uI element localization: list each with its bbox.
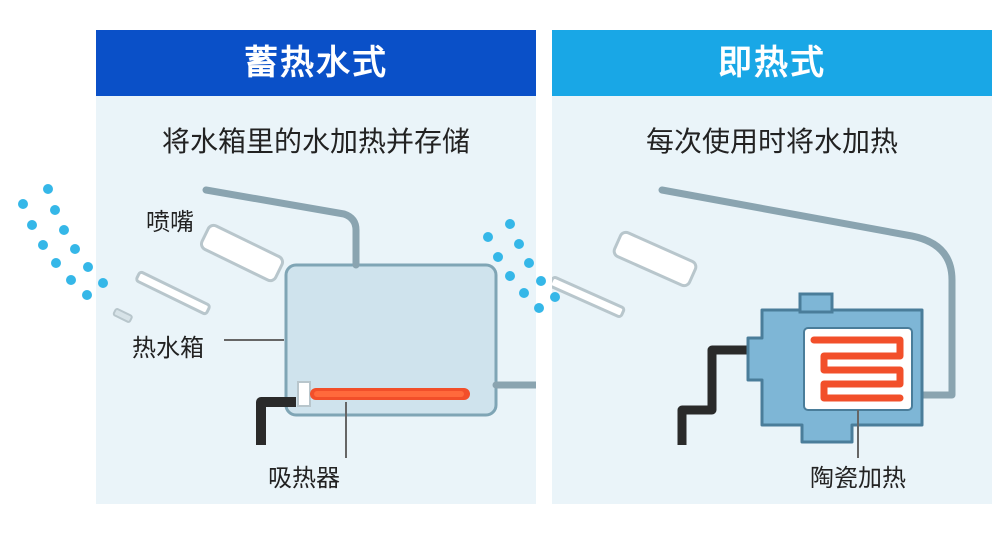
comparison-diagram: 蓄热水式 将水箱里的水加热并存储 喷嘴 热水箱 吸热器: [0, 0, 1000, 533]
panel-instant-type: 即热式 每次使用时将水加热 陶瓷加热: [552, 30, 992, 504]
header-storage: 蓄热水式: [96, 30, 536, 96]
heater-rod-hi: [314, 391, 464, 397]
panel-storage-type: 蓄热水式 将水箱里的水加热并存储 喷嘴 热水箱 吸热器: [96, 30, 536, 504]
subtitle-storage: 将水箱里的水加热并存储: [96, 120, 536, 160]
nozzle-left: [113, 223, 284, 322]
heater-top-port: [800, 294, 832, 312]
header-instant: 即热式: [552, 30, 992, 96]
subtitle-instant: 每次使用时将水加热: [552, 120, 992, 160]
nozzle-right: [552, 230, 698, 324]
heater-mount: [298, 382, 310, 406]
diagram-storage: [96, 170, 536, 510]
diagram-instant: [552, 170, 992, 510]
